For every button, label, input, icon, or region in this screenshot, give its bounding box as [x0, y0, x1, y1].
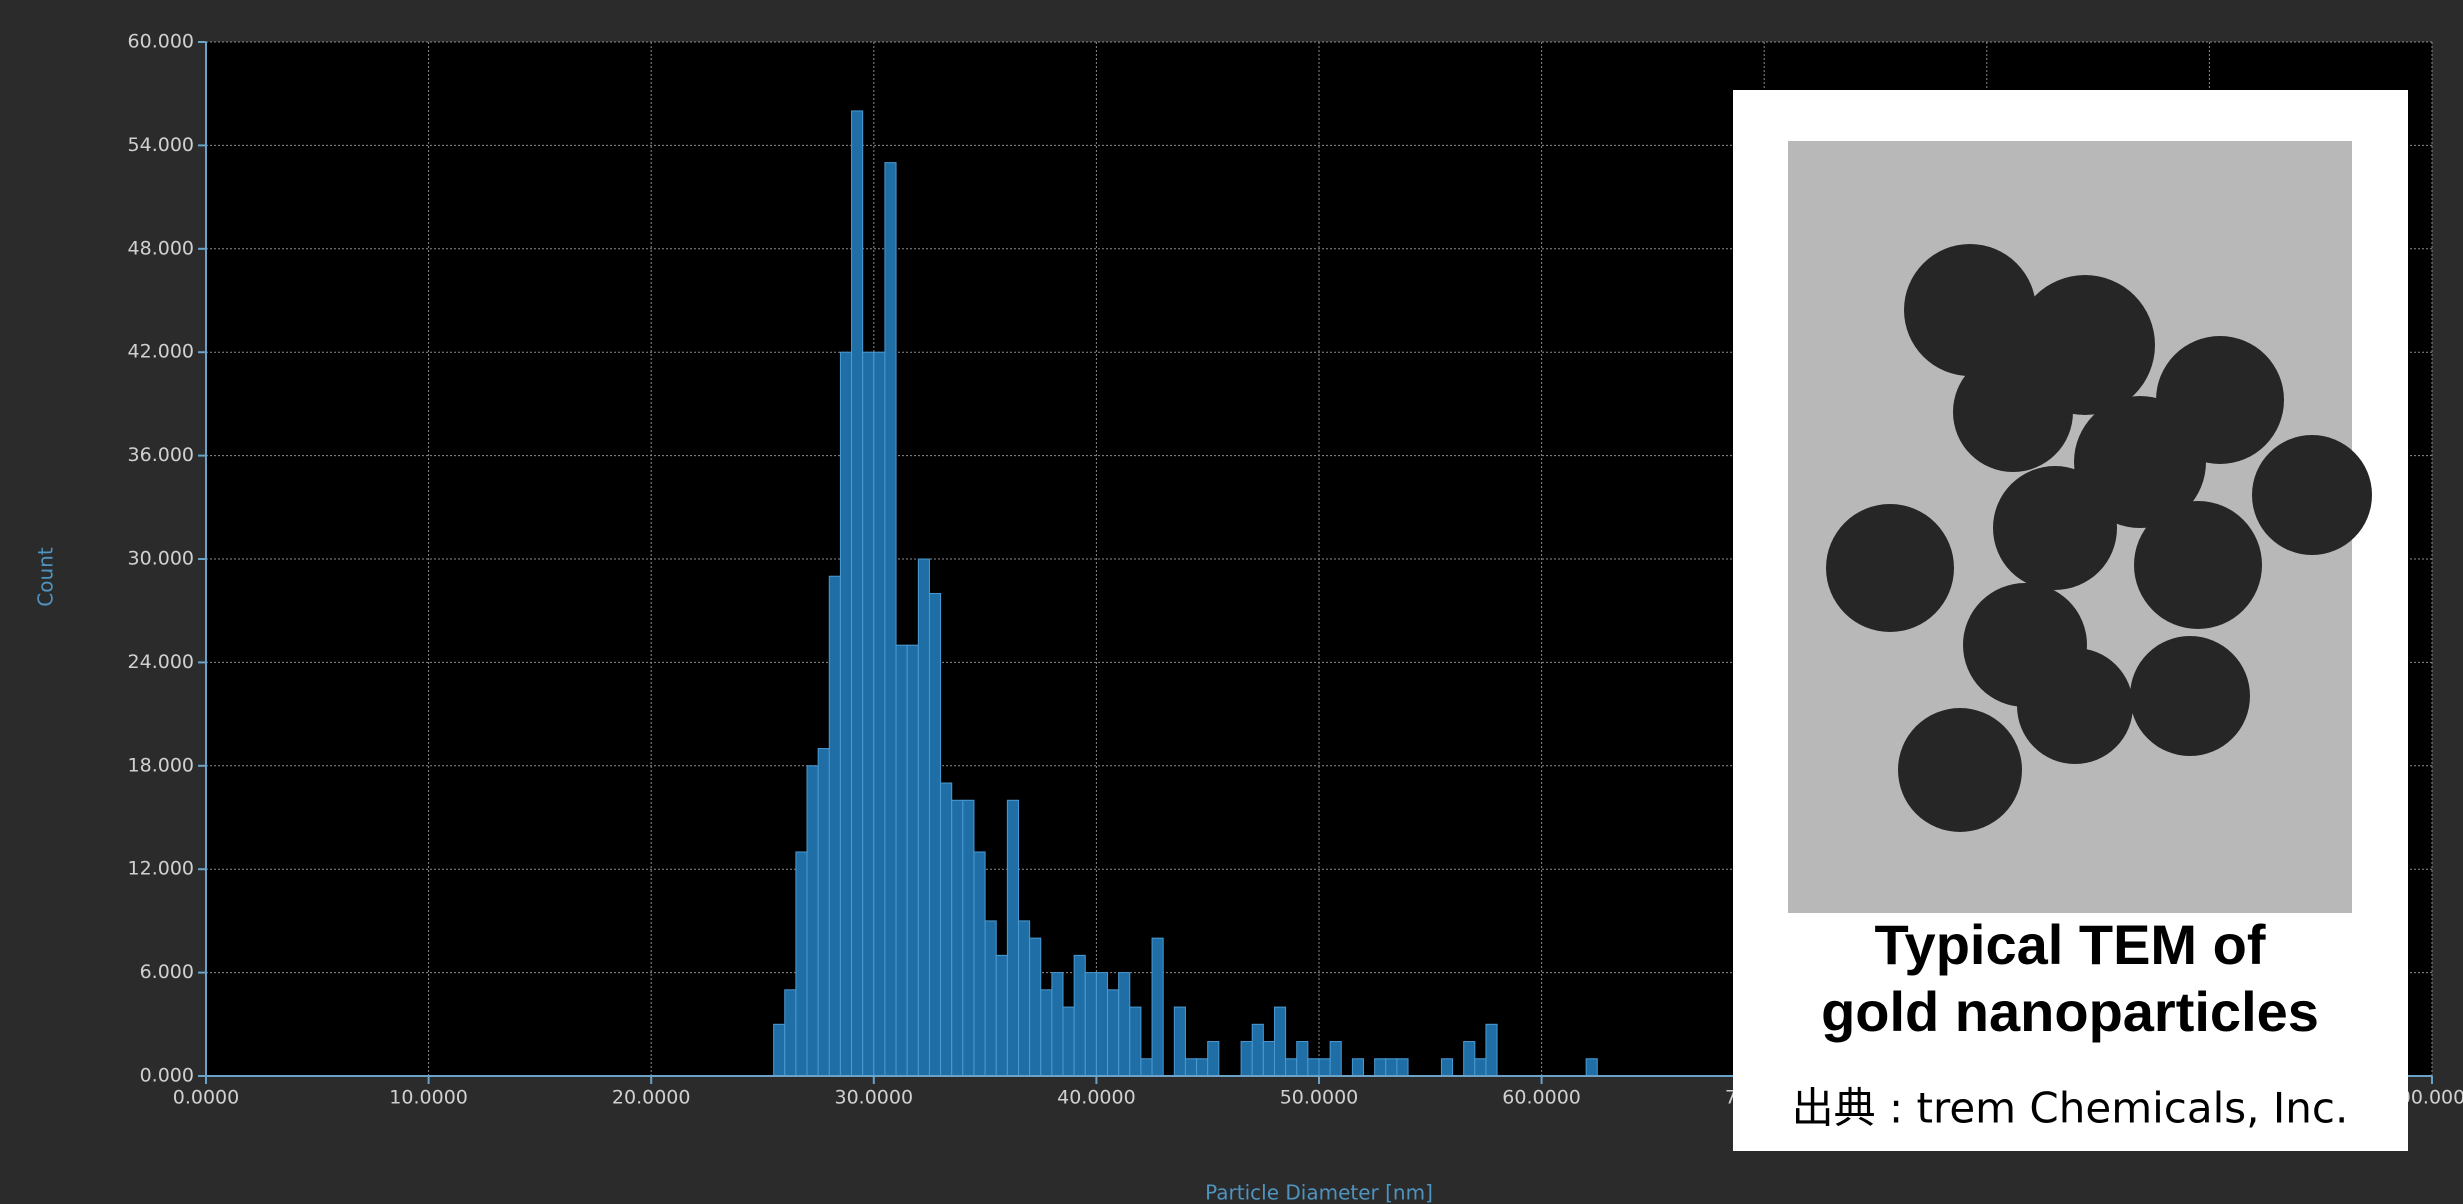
- bar: [1463, 1041, 1476, 1077]
- particles: [1826, 244, 2372, 832]
- bar: [1440, 1058, 1454, 1077]
- y-tick-label: 12.000: [128, 858, 194, 880]
- x-tick-label: 60.0000: [1502, 1087, 1581, 1109]
- bar: [773, 1023, 786, 1077]
- bar: [873, 351, 886, 1077]
- y-tick-label: 24.000: [128, 651, 194, 673]
- bar: [817, 748, 830, 1077]
- bar: [928, 592, 942, 1077]
- bar: [862, 351, 875, 1077]
- x-tick-label: 0.0000: [173, 1087, 239, 1109]
- bar: [1107, 989, 1120, 1077]
- bar: [1285, 1058, 1298, 1077]
- y-tick-label: 54.000: [128, 134, 194, 156]
- bar: [828, 575, 841, 1077]
- bar: [1351, 1058, 1365, 1077]
- bar: [1062, 1006, 1075, 1077]
- bar: [1318, 1058, 1331, 1077]
- x-tick-label: 20.0000: [612, 1087, 691, 1109]
- bar: [1307, 1058, 1320, 1077]
- bar: [1084, 972, 1097, 1077]
- bar: [1329, 1041, 1342, 1077]
- bar: [1251, 1023, 1264, 1077]
- bar: [795, 851, 808, 1077]
- inset: Typical TEM of gold nanoparticles 出典 : t…: [1733, 90, 2408, 1151]
- bar: [1474, 1058, 1487, 1077]
- bar: [995, 954, 1008, 1077]
- y-axis-title: Count: [34, 547, 58, 607]
- caption: Typical TEM of: [1875, 913, 2266, 976]
- bar: [1051, 972, 1064, 1077]
- bar: [1396, 1058, 1409, 1077]
- bar: [1140, 1058, 1153, 1077]
- y-tick-label: 30.000: [128, 548, 194, 570]
- bar: [1262, 1041, 1275, 1077]
- bar: [1118, 972, 1131, 1077]
- caption: gold nanoparticles: [1821, 980, 2319, 1043]
- bar: [1196, 1058, 1209, 1077]
- source: 出典 : trem Chemicals, Inc.: [1792, 1084, 2349, 1133]
- bar: [1273, 1006, 1287, 1077]
- y-tick-label: 36.000: [128, 444, 194, 466]
- x-tick-label: 10.0000: [389, 1087, 468, 1109]
- bar: [1151, 937, 1164, 1077]
- bar: [1017, 920, 1031, 1077]
- x-tick-label: 50.0000: [1280, 1087, 1359, 1109]
- y-tick-label: 48.000: [128, 237, 194, 259]
- bar: [851, 110, 864, 1077]
- bar: [1184, 1058, 1198, 1077]
- bar: [806, 765, 819, 1077]
- bar: [962, 799, 975, 1077]
- bar: [1040, 989, 1053, 1077]
- bar: [917, 558, 930, 1077]
- bar: [906, 644, 919, 1077]
- y-tick-label: 42.000: [128, 341, 194, 363]
- bar: [839, 351, 853, 1077]
- bar: [1129, 1006, 1142, 1077]
- y-tick-label: 0.000: [140, 1065, 194, 1087]
- bar: [973, 851, 986, 1077]
- bar: [1006, 799, 1019, 1077]
- bar: [1296, 1041, 1309, 1077]
- y-tick-label: 18.000: [128, 754, 194, 776]
- bar: [1485, 1023, 1498, 1077]
- bar: [784, 989, 797, 1077]
- bar: [1073, 954, 1086, 1077]
- bar: [1029, 937, 1042, 1077]
- bar: [984, 920, 997, 1077]
- bar: [1385, 1058, 1398, 1077]
- bar: [1173, 1006, 1186, 1077]
- bar: [951, 799, 964, 1077]
- bar: [884, 162, 897, 1077]
- bar: [1207, 1041, 1220, 1077]
- bar: [1240, 1041, 1253, 1077]
- x-tick-label: 40.0000: [1057, 1087, 1136, 1109]
- bar: [895, 644, 908, 1077]
- bar: [1374, 1058, 1387, 1077]
- y-tick-label: 6.000: [140, 961, 194, 983]
- x-axis-title: Particle Diameter [nm]: [1205, 1181, 1433, 1204]
- bar: [1095, 972, 1109, 1077]
- x-tick-label: 30.0000: [835, 1087, 914, 1109]
- y-tick-label: 60.000: [128, 31, 194, 53]
- bar: [940, 782, 953, 1077]
- bar: [1585, 1058, 1598, 1077]
